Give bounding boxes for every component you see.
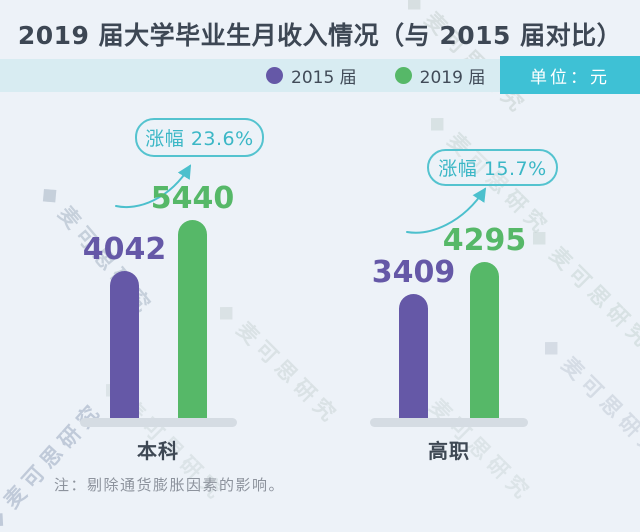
legend: 2015 届 2019 届 xyxy=(266,59,485,92)
value-label-2019-gaozhi: 4295 xyxy=(442,223,527,258)
legend-item-2015: 2015 届 xyxy=(266,63,357,88)
watermark-text: 麦可思研究 xyxy=(556,352,640,465)
watermark-diamond-icon: ◆ xyxy=(211,297,247,333)
watermark: ◆麦可思研究 xyxy=(0,394,109,532)
growth-callout-gaozhi: 涨幅 15.7% xyxy=(427,149,558,186)
category-label-benke: 本科 xyxy=(137,439,179,463)
value-label-2015-gaozhi: 3409 xyxy=(371,255,456,290)
watermark-diamond-icon: ◆ xyxy=(422,108,458,144)
legend-dot-2015 xyxy=(266,67,283,84)
bar-2015-gaozhi xyxy=(399,294,428,418)
legend-label-2015: 2015 届 xyxy=(291,68,357,88)
baseline-gaozhi xyxy=(370,418,528,427)
bar-2015-benke xyxy=(110,271,139,418)
bar-column-2019-gaozhi: 4295 xyxy=(443,226,526,418)
value-label-2019-benke: 5440 xyxy=(150,181,235,216)
category-label-gaozhi: 高职 xyxy=(428,439,470,463)
watermark: ◆麦可思研究 xyxy=(536,330,640,466)
growth-callout-benke: 涨幅 23.6% xyxy=(135,118,264,157)
footnote: 注：剔除通货膨胀因素的影响。 xyxy=(54,476,286,494)
watermark: ◆麦可思研究 xyxy=(524,220,640,356)
chart-title: 2019 届大学毕业生月收入情况（与 2015 届对比） xyxy=(17,21,623,50)
bar-2019-benke xyxy=(178,220,207,418)
watermark-text: 麦可思研究 xyxy=(231,317,345,430)
legend-item-2019: 2019 届 xyxy=(394,63,486,88)
bar-column-2015-gaozhi: 3409 xyxy=(372,258,455,418)
legend-dot-2019 xyxy=(394,67,412,84)
watermark-diamond-icon: ◆ xyxy=(34,179,70,215)
watermark-diamond-icon: ◆ xyxy=(536,332,572,368)
legend-label-2019: 2019 届 xyxy=(419,68,486,88)
bar-2019-gaozhi xyxy=(470,262,499,418)
bar-column-2019-benke: 5440 xyxy=(151,184,234,418)
watermark: ◆麦可思研究 xyxy=(211,295,347,431)
value-label-2015-benke: 4042 xyxy=(82,232,167,267)
watermark-diamond-icon: ◆ xyxy=(524,222,560,258)
bar-column-2015-benke: 4042 xyxy=(83,235,166,418)
unit-badge: 单位：元 xyxy=(500,56,640,94)
watermark-diamond-icon: ◆ xyxy=(0,499,16,532)
watermark-text: 麦可思研究 xyxy=(544,242,640,355)
baseline-benke xyxy=(80,418,237,427)
watermark-text: 麦可思研究 xyxy=(0,396,108,514)
